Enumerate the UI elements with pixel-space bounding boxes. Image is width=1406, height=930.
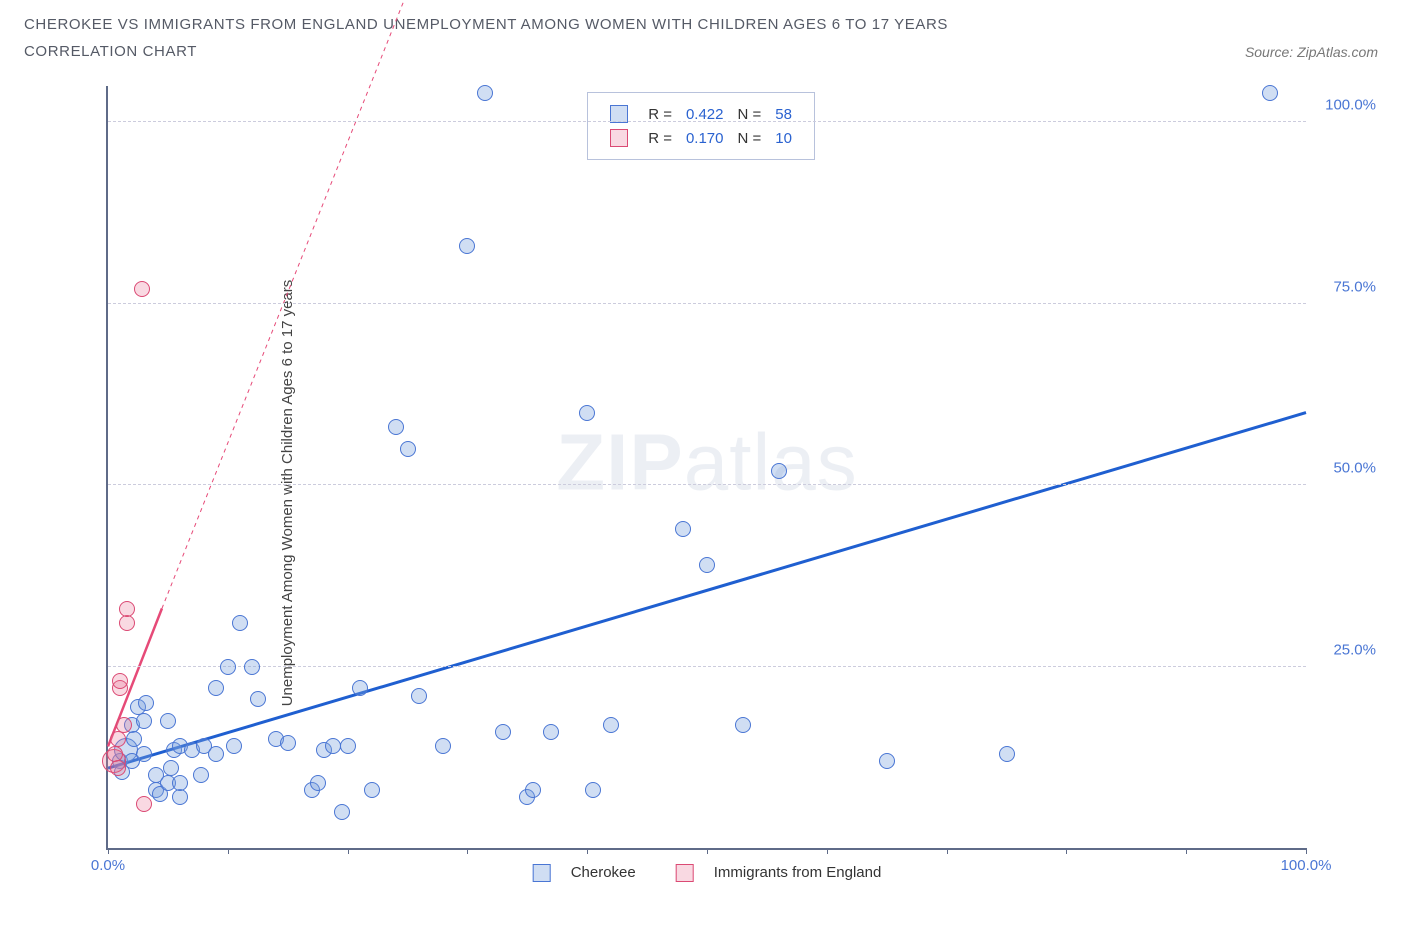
- data-point: [400, 441, 416, 457]
- legend-swatch: [533, 864, 551, 882]
- source-attribution: Source: ZipAtlas.com: [1245, 44, 1378, 60]
- gridline: [108, 666, 1306, 667]
- data-point: [126, 731, 142, 747]
- chart-container: Unemployment Among Women with Children A…: [60, 86, 1386, 900]
- series-legend: Cherokee Immigrants from England: [513, 864, 902, 882]
- x-tick: [467, 848, 468, 854]
- data-point: [699, 557, 715, 573]
- data-point: [110, 731, 126, 747]
- data-point: [675, 521, 691, 537]
- gridline: [108, 303, 1306, 304]
- chart-title-line2: CORRELATION CHART: [24, 43, 1382, 60]
- x-tick: [1066, 848, 1067, 854]
- data-point: [107, 746, 123, 762]
- data-point: [411, 688, 427, 704]
- x-tick: [1186, 848, 1187, 854]
- data-point: [1262, 85, 1278, 101]
- data-point: [495, 724, 511, 740]
- data-point: [160, 713, 176, 729]
- data-point: [138, 695, 154, 711]
- data-point: [119, 601, 135, 617]
- data-point: [435, 738, 451, 754]
- x-tick: [108, 848, 109, 854]
- data-point: [220, 659, 236, 675]
- gridline: [108, 121, 1306, 122]
- data-point: [250, 691, 266, 707]
- legend-N-value: 10: [769, 127, 798, 149]
- x-tick: [228, 848, 229, 854]
- y-tick-label: 25.0%: [1333, 641, 1376, 658]
- x-tick: [827, 848, 828, 854]
- data-point: [112, 673, 128, 689]
- data-point: [477, 85, 493, 101]
- data-point: [172, 775, 188, 791]
- legend-series-label: Immigrants from England: [714, 864, 882, 881]
- watermark: ZIPatlas: [556, 416, 857, 508]
- gridline: [108, 484, 1306, 485]
- data-point: [603, 717, 619, 733]
- data-point: [579, 405, 595, 421]
- data-point: [232, 615, 248, 631]
- x-tick: [707, 848, 708, 854]
- x-tick: [1306, 848, 1307, 854]
- data-point: [459, 238, 475, 254]
- x-tick-label: 100.0%: [1281, 857, 1332, 874]
- data-point: [208, 746, 224, 762]
- data-point: [172, 789, 188, 805]
- data-point: [208, 680, 224, 696]
- data-point: [999, 746, 1015, 762]
- data-point: [119, 615, 135, 631]
- y-tick-label: 50.0%: [1333, 460, 1376, 477]
- x-tick-label: 0.0%: [91, 857, 125, 874]
- data-point: [771, 463, 787, 479]
- data-point: [136, 713, 152, 729]
- data-point: [116, 717, 132, 733]
- y-tick-label: 75.0%: [1333, 278, 1376, 295]
- data-point: [364, 782, 380, 798]
- data-point: [136, 796, 152, 812]
- data-point: [585, 782, 601, 798]
- y-tick-label: 100.0%: [1325, 97, 1376, 114]
- plot-area: ZIPatlas R =0.422N =58R =0.170N =10 Cher…: [106, 86, 1306, 850]
- data-point: [163, 760, 179, 776]
- legend-R-value: 0.170: [680, 127, 730, 149]
- chart-title-line1: CHEROKEE VS IMMIGRANTS FROM ENGLAND UNEM…: [24, 16, 1382, 33]
- data-point: [280, 735, 296, 751]
- data-point: [244, 659, 260, 675]
- legend-series-label: Cherokee: [571, 864, 636, 881]
- legend-swatch: [610, 129, 628, 147]
- data-point: [352, 680, 368, 696]
- data-point: [388, 419, 404, 435]
- data-point: [543, 724, 559, 740]
- legend-N-label: N =: [732, 127, 768, 149]
- x-tick: [947, 848, 948, 854]
- data-point: [134, 281, 150, 297]
- data-point: [226, 738, 242, 754]
- data-point: [879, 753, 895, 769]
- trend-lines: [108, 86, 1306, 848]
- data-point: [110, 760, 126, 776]
- x-tick: [587, 848, 588, 854]
- data-point: [136, 746, 152, 762]
- data-point: [525, 782, 541, 798]
- x-tick: [348, 848, 349, 854]
- legend-swatch: [676, 864, 694, 882]
- data-point: [340, 738, 356, 754]
- data-point: [193, 767, 209, 783]
- data-point: [310, 775, 326, 791]
- data-point: [735, 717, 751, 733]
- legend-R-label: R =: [642, 127, 678, 149]
- stats-legend: R =0.422N =58R =0.170N =10: [587, 92, 815, 160]
- data-point: [334, 804, 350, 820]
